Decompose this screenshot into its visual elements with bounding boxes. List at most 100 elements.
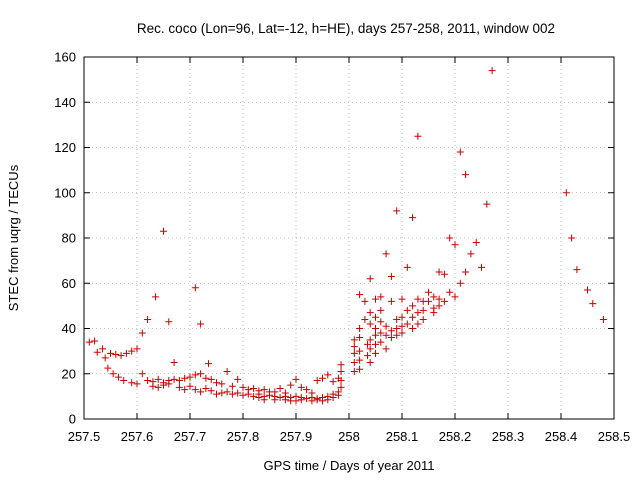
data-point	[107, 349, 114, 357]
data-point	[112, 351, 120, 359]
data-point	[191, 386, 199, 394]
data-point	[364, 340, 372, 348]
data-point	[462, 171, 470, 179]
x-tick-label: 257.5	[68, 429, 101, 444]
data-point	[287, 381, 295, 389]
data-point	[144, 315, 152, 323]
data-point	[181, 386, 189, 394]
data-point	[149, 382, 157, 390]
data-point	[356, 365, 364, 373]
data-point	[308, 397, 316, 405]
data-point	[91, 337, 99, 345]
y-axis-label: STEC from uqrg / TECUs	[6, 164, 21, 311]
data-point	[446, 234, 454, 242]
data-point	[334, 391, 342, 399]
data-point	[393, 331, 401, 339]
data-point	[260, 386, 268, 394]
data-point	[366, 336, 374, 344]
data-point	[440, 297, 448, 305]
data-point	[435, 268, 443, 276]
x-tick-label: 257.9	[280, 429, 313, 444]
y-tick-label: 20	[62, 366, 76, 381]
x-tick-label: 257.7	[174, 429, 207, 444]
data-point	[205, 360, 213, 368]
x-tick-label: 258.5	[598, 429, 631, 444]
data-point	[154, 375, 162, 383]
chart-title: Rec. coco (Lon=96, Lat=-12, h=HE), days …	[137, 21, 555, 36]
grid-lines	[84, 57, 614, 419]
data-point	[234, 389, 242, 397]
data-point	[488, 67, 496, 75]
data-point	[244, 390, 252, 398]
data-point	[218, 380, 226, 388]
data-point	[377, 329, 385, 337]
data-point	[228, 390, 236, 398]
data-point	[356, 291, 364, 299]
data-point	[170, 375, 178, 383]
data-point	[292, 375, 300, 383]
y-tick-label: 100	[54, 185, 76, 200]
data-point	[250, 392, 258, 400]
data-point	[276, 384, 284, 392]
data-point	[281, 396, 289, 404]
data-point	[239, 383, 247, 391]
data-point	[356, 334, 364, 342]
data-point	[414, 295, 422, 303]
data-point	[377, 318, 385, 326]
data-point	[398, 313, 406, 321]
data-point	[218, 389, 226, 397]
x-tick-label: 257.6	[121, 429, 154, 444]
data-point	[409, 214, 417, 222]
data-point	[128, 347, 136, 355]
y-tick-label: 0	[69, 412, 76, 427]
data-point	[387, 297, 395, 305]
data-point	[144, 377, 152, 385]
data-point	[133, 380, 141, 388]
data-point	[584, 286, 591, 294]
data-point	[202, 374, 210, 382]
data-point	[337, 377, 345, 385]
data-point	[409, 325, 417, 332]
data-point	[120, 377, 128, 385]
data-point	[255, 394, 263, 402]
data-point	[313, 396, 321, 404]
data-point	[99, 345, 107, 353]
data-point	[260, 396, 268, 404]
data-point	[213, 379, 220, 387]
data-point	[356, 347, 364, 355]
data-points	[85, 67, 607, 405]
data-point	[377, 306, 385, 314]
data-point	[337, 383, 345, 391]
y-tick-label: 120	[54, 140, 76, 155]
x-tick-label: 258	[338, 429, 360, 444]
data-point	[186, 382, 194, 390]
data-point	[160, 381, 167, 389]
data-point	[197, 320, 205, 328]
data-point	[382, 250, 390, 258]
data-point	[85, 338, 93, 346]
data-point	[165, 380, 173, 388]
data-point	[387, 334, 395, 342]
data-point	[409, 313, 417, 321]
data-point	[409, 302, 417, 310]
data-point	[292, 397, 300, 405]
data-point	[191, 371, 199, 379]
y-tick-label: 80	[62, 231, 76, 246]
data-point	[403, 263, 411, 271]
data-point	[133, 345, 141, 353]
data-point	[472, 239, 480, 247]
data-point	[446, 288, 454, 296]
data-point	[372, 349, 379, 357]
data-point	[478, 263, 485, 271]
data-point	[276, 394, 284, 402]
data-point	[250, 384, 258, 392]
data-point	[297, 396, 305, 404]
data-point	[372, 313, 379, 321]
data-point	[372, 295, 379, 303]
data-point	[398, 329, 406, 337]
data-point	[175, 383, 183, 391]
y-tick-label: 140	[54, 95, 76, 110]
data-point	[356, 325, 364, 332]
data-point	[223, 367, 231, 375]
